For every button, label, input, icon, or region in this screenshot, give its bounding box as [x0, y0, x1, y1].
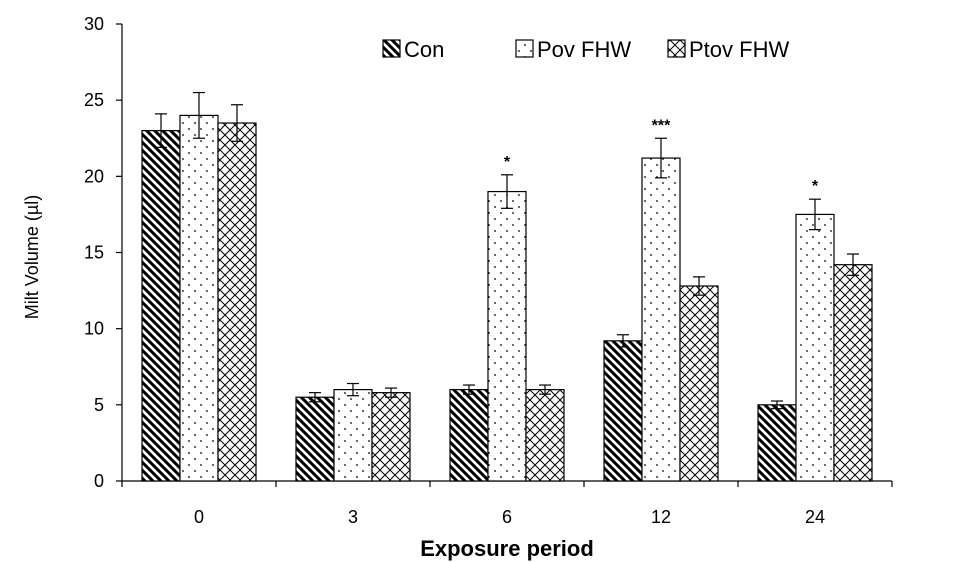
- error-bar: [463, 384, 475, 395]
- error-bar: [309, 392, 321, 403]
- x-axis-label: Exposure period: [420, 536, 594, 561]
- bar: [603, 340, 643, 482]
- error-bar: [693, 276, 705, 296]
- legend: Con Pov FHW Ptov FHW: [382, 37, 789, 62]
- legend-swatch: [515, 39, 534, 58]
- error-bar: [617, 334, 629, 348]
- bar: [487, 190, 527, 482]
- error-bar: [347, 382, 359, 397]
- error-bar: [771, 400, 783, 410]
- y-tick-label: 10: [84, 319, 104, 339]
- error-bar: [539, 384, 551, 395]
- error-bar: [385, 387, 397, 398]
- x-tick-label: 24: [805, 507, 825, 527]
- legend-label: Ptov FHW: [689, 37, 789, 62]
- error-bar: [847, 253, 859, 276]
- legend-label: Pov FHW: [537, 37, 631, 62]
- bar: [295, 396, 335, 482]
- bar: [217, 122, 257, 482]
- error-bar: [193, 91, 205, 139]
- y-tick-label: 5: [94, 395, 104, 415]
- error-bar: [501, 174, 513, 209]
- bar: [333, 389, 373, 482]
- bar: [371, 392, 411, 482]
- bar: [679, 285, 719, 482]
- x-tick-label: 6: [502, 507, 512, 527]
- significance-marker: *: [812, 178, 819, 195]
- error-bar: [231, 104, 243, 142]
- bar: [179, 114, 219, 482]
- error-bar: [809, 198, 821, 231]
- legend-swatch: [667, 39, 686, 58]
- legend-item: Ptov FHW: [667, 37, 789, 62]
- y-tick-label: 20: [84, 166, 104, 186]
- bar: [449, 389, 489, 482]
- x-tick-label: 12: [651, 507, 671, 527]
- y-tick-label: 0: [94, 471, 104, 491]
- legend-item: Pov FHW: [515, 37, 631, 62]
- legend-swatch: [382, 39, 401, 58]
- significance-marker: ***: [652, 117, 671, 134]
- bar: [833, 264, 873, 482]
- bar: [795, 213, 835, 482]
- y-tick-label: 25: [84, 90, 104, 110]
- bar: [757, 404, 797, 482]
- y-tick-label: 15: [84, 243, 104, 263]
- x-tick-label: 0: [194, 507, 204, 527]
- y-axis-label: Milt Volume (µl): [22, 195, 42, 319]
- bar: [141, 130, 181, 482]
- bar: [525, 389, 565, 482]
- bars: *****: [141, 91, 873, 482]
- y-tick-label: 30: [84, 14, 104, 34]
- error-bar: [155, 113, 167, 148]
- error-bar: [655, 137, 667, 179]
- x-tick-label: 3: [348, 507, 358, 527]
- legend-item: Con: [382, 37, 444, 62]
- significance-marker: *: [504, 154, 511, 171]
- legend-label: Con: [404, 37, 444, 62]
- bar: [641, 157, 681, 482]
